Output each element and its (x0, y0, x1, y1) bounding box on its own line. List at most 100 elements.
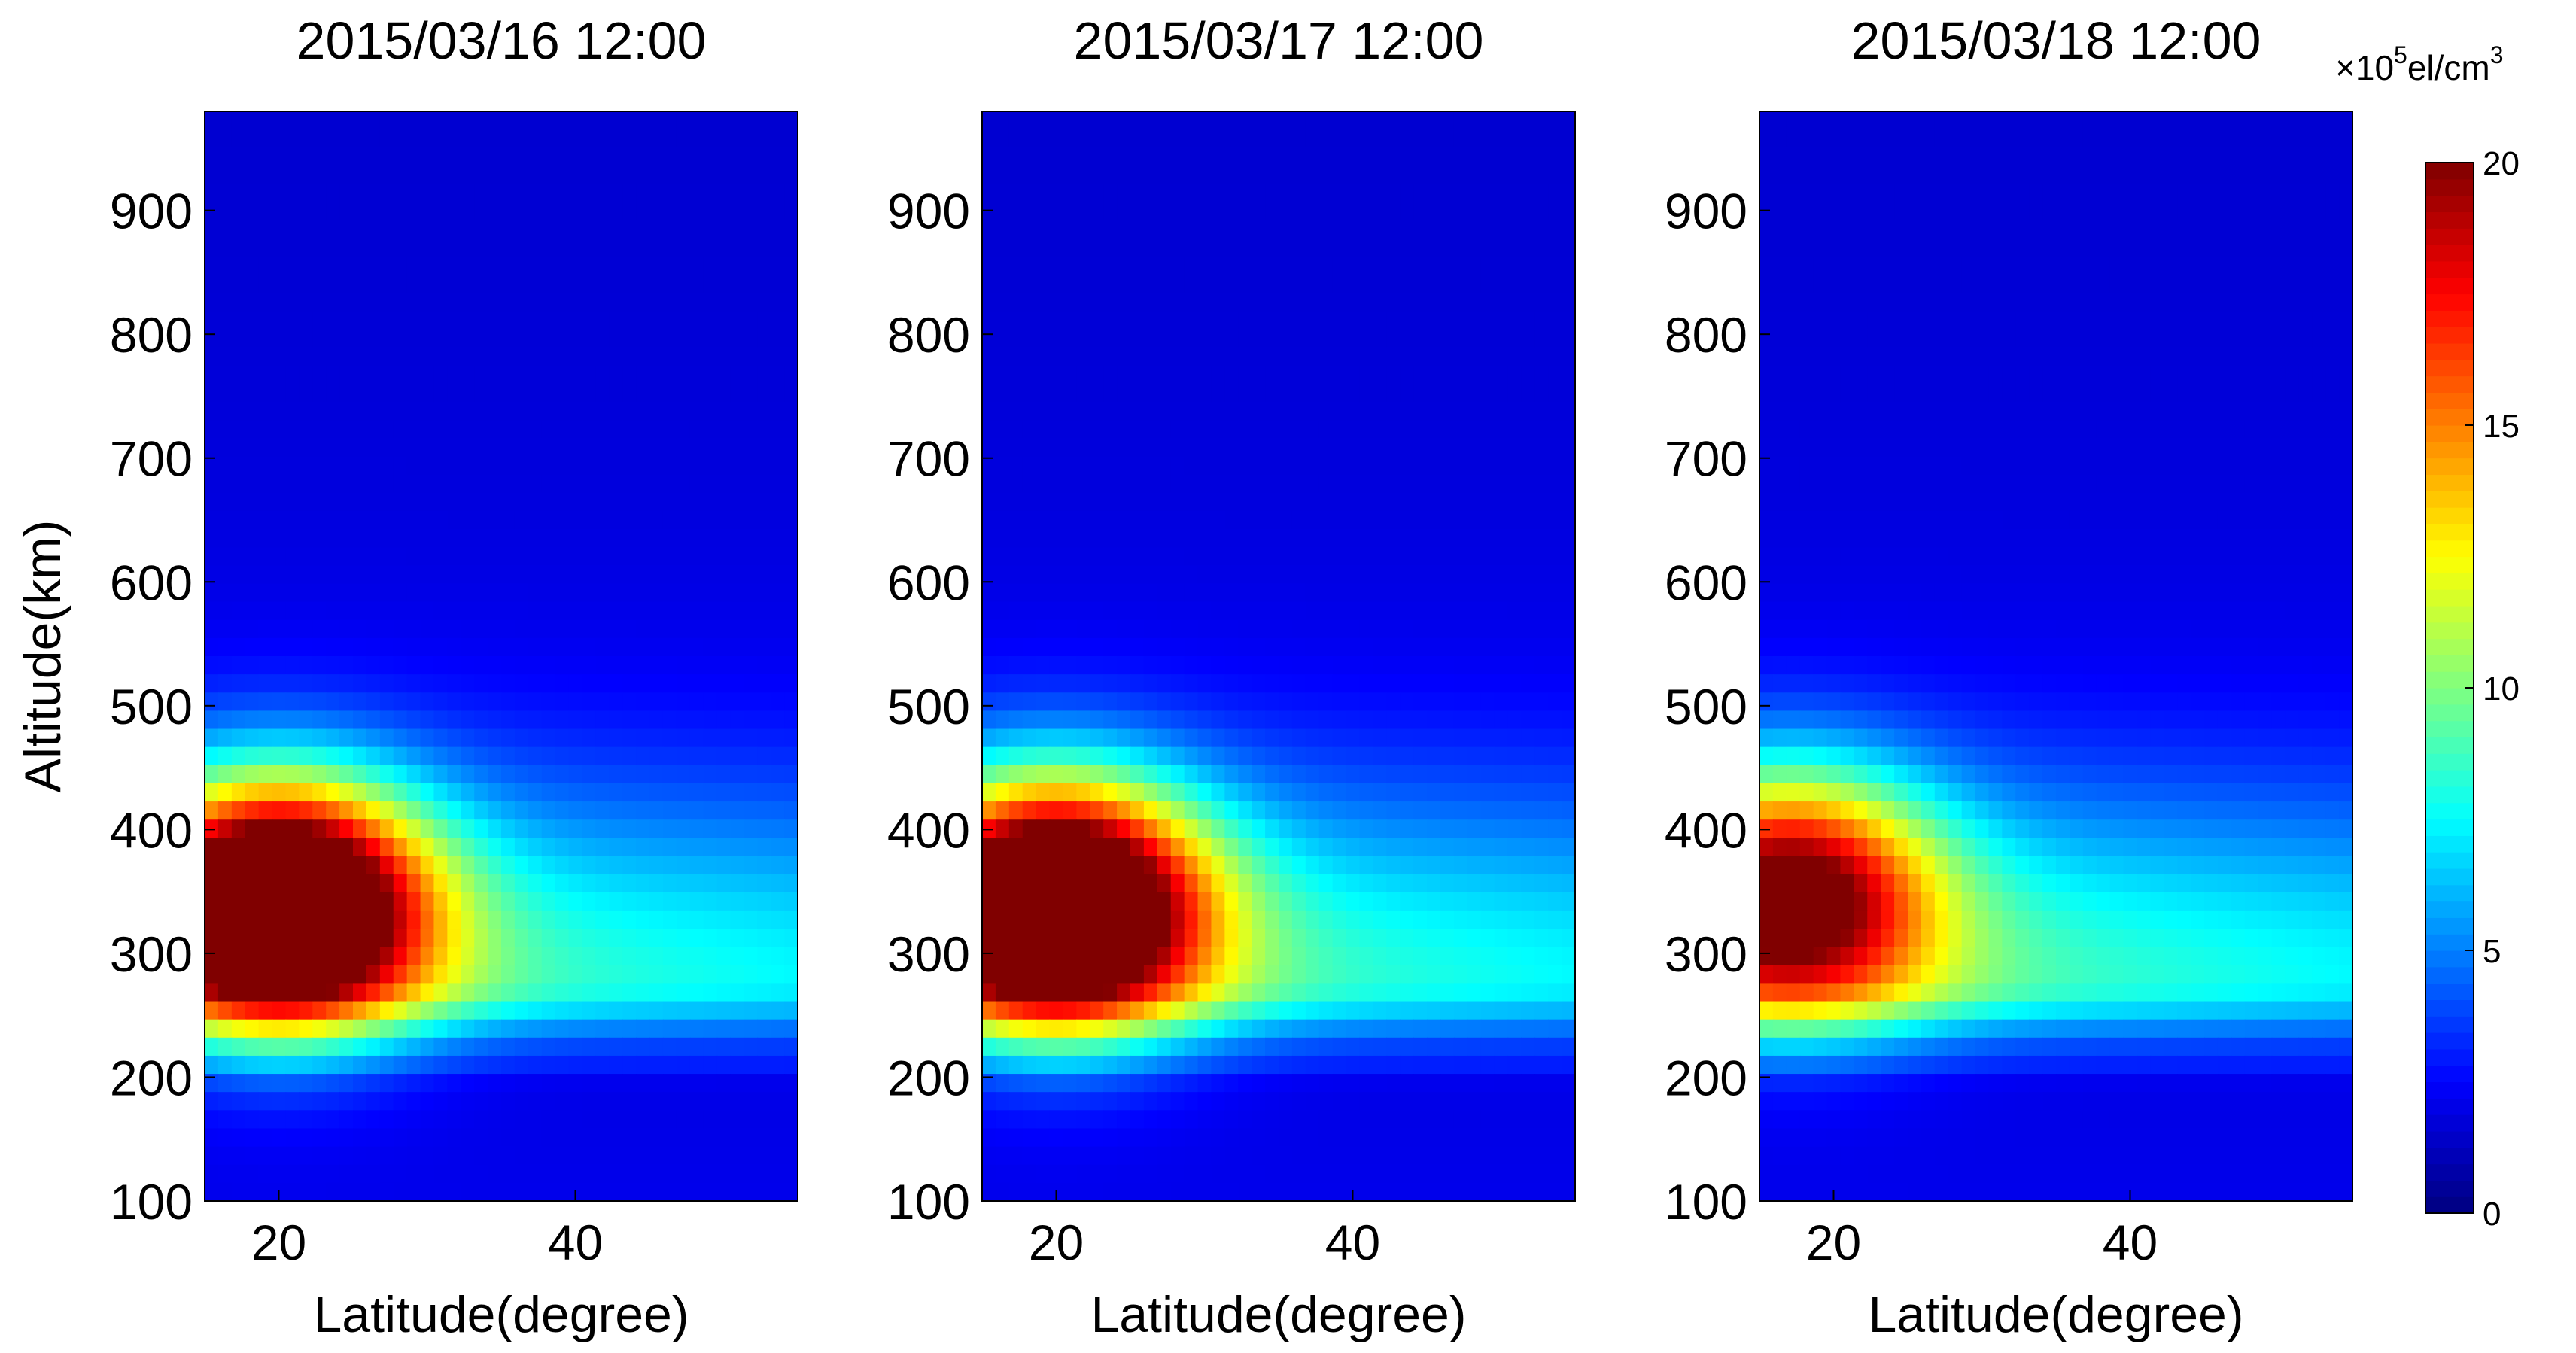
heatmap-cell (1143, 147, 1158, 167)
heatmap-cell (339, 619, 354, 639)
heatmap-cell (1480, 710, 1495, 730)
heatmap-cell (272, 384, 287, 403)
heatmap-cell (676, 965, 691, 984)
heatmap-cell (1103, 983, 1118, 1002)
heatmap-cell (420, 238, 435, 257)
heatmap-cell (1076, 929, 1091, 947)
heatmap-cell (568, 728, 583, 748)
heatmap-cell (995, 402, 1010, 421)
heatmap-cell (461, 456, 475, 476)
heatmap-cell (326, 347, 340, 366)
heatmap-cell (1049, 420, 1064, 439)
heatmap-cell (541, 147, 556, 167)
heatmap-cell (609, 402, 623, 421)
heatmap-cell (995, 293, 1010, 312)
heatmap-cell (366, 510, 381, 530)
heatmap-cell (1090, 456, 1104, 476)
heatmap-cell (231, 293, 246, 312)
heatmap-cell (1521, 1019, 1536, 1038)
heatmap-cell (622, 728, 637, 748)
heatmap-cell (1386, 184, 1401, 203)
heatmap-cell (1211, 257, 1226, 275)
heatmap-cell (595, 692, 610, 712)
heatmap-cell (312, 1001, 327, 1020)
heatmap-cell (1359, 947, 1374, 966)
heatmap-cell (1413, 1055, 1428, 1075)
heatmap-cell (1373, 166, 1388, 185)
heatmap-cell (231, 1037, 246, 1057)
heatmap-cell (1291, 801, 1306, 820)
heatmap-cell (1359, 1019, 1374, 1038)
heatmap-cell (1036, 765, 1051, 784)
heatmap-cell (353, 529, 367, 548)
heatmap-cell (622, 111, 637, 130)
heatmap-cell (299, 420, 314, 439)
heatmap-cell (1291, 147, 1306, 167)
heatmap-cell (662, 510, 677, 530)
heatmap-cell (299, 293, 314, 312)
heatmap-cell (703, 1001, 718, 1020)
heatmap-cell (379, 202, 394, 221)
heatmap-cell (205, 929, 219, 947)
heatmap-cell (1211, 674, 1226, 694)
heatmap-cell (326, 529, 340, 548)
heatmap-cell (1211, 438, 1226, 458)
heatmap-cell (757, 710, 771, 730)
heatmap-cell (1534, 656, 1549, 675)
heatmap-cell (285, 184, 300, 203)
heatmap-cell (1143, 801, 1158, 820)
heatmap-cell (649, 220, 664, 239)
heatmap-cell (1291, 965, 1306, 984)
heatmap-cell (1480, 892, 1495, 911)
heatmap-cell (662, 1019, 677, 1038)
heatmap-cell (744, 892, 759, 911)
heatmap-cell (1346, 111, 1361, 130)
heatmap-cell (1521, 238, 1536, 257)
heatmap-cell (1117, 746, 1131, 766)
heatmap-cell (326, 910, 340, 929)
heatmap-cell (514, 492, 529, 512)
heatmap-cell (393, 1019, 408, 1038)
heatmap-cell (1562, 202, 1576, 221)
heatmap-cell (1036, 874, 1051, 893)
heatmap-cell (689, 1092, 704, 1111)
heatmap-cell (1427, 583, 1441, 603)
heatmap-cell (582, 529, 597, 548)
heatmap-cell (1157, 965, 1172, 984)
heatmap-cell (982, 111, 996, 130)
heatmap-cell (272, 983, 287, 1002)
heatmap-cell (299, 474, 314, 494)
heatmap-cell (622, 275, 637, 294)
heatmap-cell (1224, 838, 1239, 857)
heatmap-cell (1049, 111, 1064, 130)
heatmap-cell (205, 637, 219, 657)
heatmap-cell (379, 529, 394, 548)
heatmap-cell (555, 1037, 570, 1057)
heatmap-cell (312, 257, 327, 275)
heatmap-cell (393, 1182, 408, 1202)
heatmap-cell (1521, 384, 1536, 403)
heatmap-cell (1548, 384, 1562, 403)
heatmap-cell (636, 238, 650, 257)
heatmap-cell (1507, 565, 1522, 585)
heatmap-cell (649, 619, 664, 639)
heatmap-cell (1332, 929, 1347, 947)
heatmap-cell (1157, 619, 1172, 639)
heatmap-cell (514, 619, 529, 639)
heatmap-cell (649, 1128, 664, 1148)
heatmap-cell (393, 420, 408, 439)
heatmap-cell (299, 765, 314, 784)
heatmap-cell (447, 220, 462, 239)
heatmap-cell (326, 637, 340, 657)
heatmap-cell (501, 746, 516, 766)
heatmap-cell (1440, 384, 1455, 403)
heatmap-cell (1157, 565, 1172, 585)
heatmap-cell (528, 965, 543, 984)
heatmap-cell (1090, 111, 1104, 130)
heatmap-cell (995, 147, 1010, 167)
heatmap-cell (1332, 1001, 1347, 1020)
heatmap-cell (982, 257, 996, 275)
heatmap-cell (1359, 238, 1374, 257)
heatmap-cell (393, 801, 408, 820)
heatmap-cell (1521, 129, 1536, 149)
